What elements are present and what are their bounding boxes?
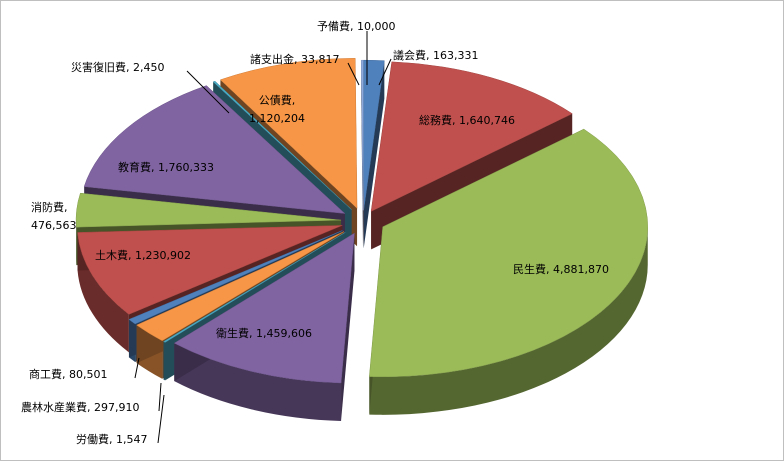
slice-cut-gikai-1 [363, 60, 385, 249]
slice-side-minsei [369, 226, 648, 415]
data-label-doboku: 土木費, 1,230,902 [95, 248, 191, 262]
leader-line-saigai [186, 70, 230, 114]
slice-saigai [212, 80, 352, 210]
data-label-saigai: 災害復旧費, 2,450 [71, 60, 164, 74]
data-label-rodo: 労働費, 1,547 [76, 432, 147, 446]
slice-cut-eisei-0 [341, 233, 355, 421]
data-label-eisei: 衛生費, 1,459,606 [216, 326, 312, 340]
data-label-gikai: 議会費, 163,331 [393, 48, 478, 62]
data-label-kyoiku: 教育費, 1,760,333 [118, 160, 214, 174]
slice-minsei [369, 128, 649, 378]
data-label-shoko: 商工費, 80,501 [29, 367, 107, 381]
slice-shoko [128, 230, 343, 325]
data-label-norin: 農林水産業費, 297,910 [21, 400, 139, 414]
slice-norin [136, 231, 345, 342]
data-labels: 議会費, 163,331 総務費, 1,640,746 民生費, 4,881,870… [21, 19, 609, 446]
leader-line-gikai [378, 58, 392, 86]
leader-line-shoko [134, 357, 140, 379]
slice-kyoiku [83, 85, 346, 214]
slice-side-eisei [174, 343, 342, 421]
data-label-yobi: 予備費, 10,000 [317, 19, 395, 33]
leader-line-norin [158, 382, 162, 412]
leader-lines [134, 31, 392, 444]
slice-doboku [77, 225, 343, 315]
data-label-shobo: 消防費, 476,563 [31, 200, 77, 232]
slice-eisei [173, 232, 355, 384]
slice-rodo [163, 232, 346, 343]
slice-kosai [219, 58, 358, 209]
data-label-somu: 総務費, 1,640,746 [419, 113, 515, 127]
slice-gikai [363, 59, 385, 211]
leader-line-rodo [157, 394, 165, 444]
data-label-shoshishutsu: 諸支出金, 33,817 [250, 52, 339, 66]
slice-shobo [75, 192, 342, 228]
data-label-kosai: 公債費, 1,120,204 [249, 93, 305, 125]
slice-tops [75, 58, 649, 384]
data-label-minsei: 民生費, 4,881,870 [513, 262, 609, 276]
slice-somu [370, 61, 573, 212]
slice-side-doboku [77, 232, 129, 353]
leader-line-shoshishutsu [347, 62, 360, 86]
